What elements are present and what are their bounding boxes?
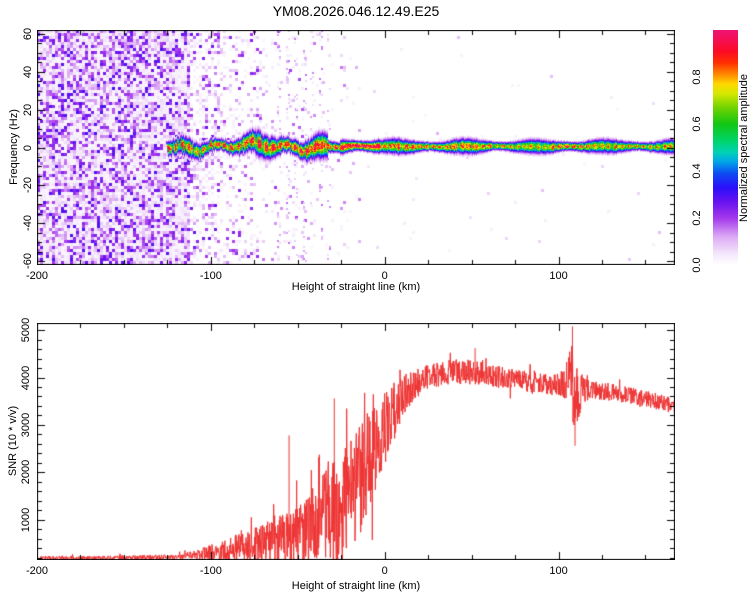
snr-y-tick-label: 3000: [20, 412, 32, 438]
colorbar-tick-label: 0.2: [691, 210, 703, 226]
colorbar-tick-label: 0.8: [691, 69, 703, 85]
spectrogram-y-tick-label: 40: [22, 65, 34, 78]
spectrogram-x-tick-label: -200: [25, 270, 49, 282]
spectrogram-y-tick-label: 0: [22, 144, 34, 151]
colorbar-tick-label: 0.4: [691, 163, 703, 179]
spectrogram-y-tick-label: -20: [22, 177, 34, 194]
snr-y-tick-label: 4000: [20, 365, 32, 390]
snr-x-tick-label: 100: [549, 565, 568, 577]
spectrogram-x-axis-label: Height of straight line (km): [291, 281, 421, 293]
spectrogram-canvas: [37, 30, 675, 265]
colorbar-tick-label: 0.6: [691, 116, 703, 132]
spectrogram-y-tick-label: 60: [22, 27, 34, 40]
snr-y-tick-label: 2000: [20, 460, 32, 485]
spectrogram-y-tick-label: -40: [22, 215, 34, 232]
spectrogram-x-tick-label: 100: [549, 270, 568, 282]
snr-canvas: [37, 323, 675, 560]
spectrogram-y-axis-label: Frequency (Hz): [8, 109, 20, 185]
spectrogram-x-tick-label: -100: [199, 270, 222, 282]
snr-x-tick-label: -200: [25, 565, 49, 577]
colorbar-tick-label: 0.0: [691, 257, 703, 273]
figure-title: YM08.2026.046.12.49.E25: [272, 3, 440, 19]
snr-y-tick-label: 1000: [20, 507, 32, 532]
snr-x-tick-label: 0: [381, 565, 388, 577]
colorbar-title: Normalized spectral amplitude: [738, 74, 750, 222]
spectrogram-x-tick-label: 0: [381, 270, 388, 282]
spectrogram-y-tick-label: 20: [22, 103, 34, 116]
snr-x-axis-label: Height of straight line (km): [291, 580, 421, 592]
snr-x-tick-label: -100: [199, 565, 222, 577]
colorbar-gradient: [713, 30, 738, 265]
spectrogram-y-tick-label: -60: [22, 253, 34, 270]
snr-y-axis-label: SNR (10 * v/v): [7, 405, 19, 477]
snr-y-tick-label: 5000: [20, 317, 32, 343]
